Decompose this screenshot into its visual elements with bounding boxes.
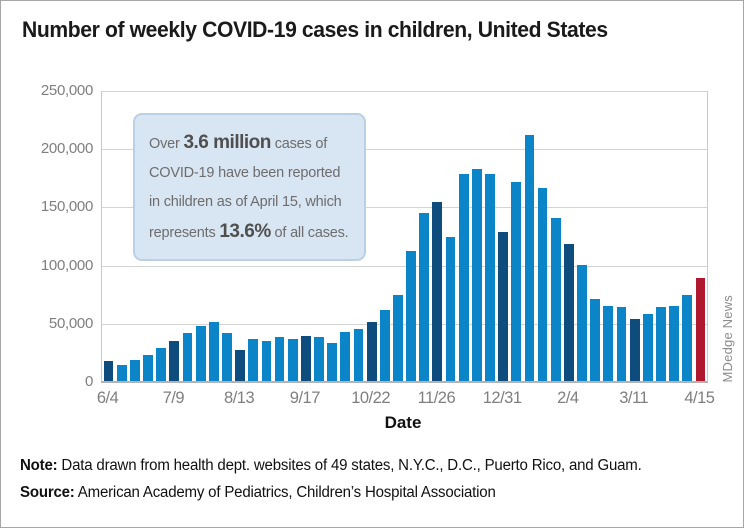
gridline-250000 xyxy=(102,91,707,92)
x-axis-tick-label: 7/9 xyxy=(162,389,185,407)
callout-box: Over 3.6 million cases of COVID-19 have … xyxy=(133,113,366,261)
chart-bar-15 xyxy=(287,338,298,381)
note-text: Note: Data drawn from health dept. websi… xyxy=(20,457,642,474)
x-axis-tick-label: 2/4 xyxy=(557,389,579,407)
chart-bar-37 xyxy=(577,265,587,381)
chart-bar-33 xyxy=(524,134,535,381)
chart-bar-40 xyxy=(616,306,627,381)
chart-bar-41 xyxy=(629,318,640,381)
chart-bar-13 xyxy=(261,341,272,381)
callout-line: Over 3.6 million cases of xyxy=(149,132,328,153)
source-text: Source: American Academy of Pediatrics, … xyxy=(20,484,496,501)
chart-bar-7 xyxy=(182,332,193,381)
gridline-200000 xyxy=(102,149,707,151)
chart-bar-14 xyxy=(274,336,285,381)
chart-bar-1 xyxy=(103,360,114,381)
chart-bar-29 xyxy=(471,169,482,381)
chart-bar-6 xyxy=(169,340,180,381)
chart-bar-10 xyxy=(222,332,232,381)
callout-line: represents 13.6% of all cases. xyxy=(149,221,349,242)
x-axis-tick-label: 9/17 xyxy=(289,389,321,407)
x-axis-tick-label: 6/4 xyxy=(96,389,119,407)
chart-bar-18 xyxy=(327,342,338,381)
chart-bar-38 xyxy=(590,298,601,381)
chart-bar-39 xyxy=(603,305,614,381)
chart-bar-35 xyxy=(550,218,561,381)
callout-total-cases: 3.6 million xyxy=(183,132,271,153)
callout-line: in children as of April 15, which xyxy=(149,194,342,210)
chart-bar-8 xyxy=(195,326,206,381)
chart-bar-42 xyxy=(642,314,653,381)
chart-bar-31 xyxy=(498,232,509,381)
chart-bar-19 xyxy=(340,332,351,381)
x-axis-title: Date xyxy=(384,413,422,432)
chart-bar-3 xyxy=(129,360,140,381)
chart-bar-45 xyxy=(682,295,693,381)
gridline-100000 xyxy=(102,265,707,267)
chart-title: Number of weekly COVID-19 cases in child… xyxy=(22,17,608,42)
callout-percent: 13.6% xyxy=(219,221,271,242)
callout-line: COVID-19 have been reported xyxy=(149,165,341,181)
chart-bar-46 xyxy=(695,278,706,381)
chart-bar-23 xyxy=(393,295,403,381)
chart-bar-16 xyxy=(300,335,311,381)
chart-bar-12 xyxy=(248,338,259,381)
chart-bar-44 xyxy=(669,305,680,381)
chart-bar-4 xyxy=(143,354,153,381)
chart-bar-28 xyxy=(458,173,469,381)
gridline-150000 xyxy=(102,207,707,209)
chart-bar-11 xyxy=(235,350,245,381)
chart-bar-43 xyxy=(656,306,666,381)
y-axis-tick-label: 200,000 xyxy=(40,140,93,158)
chart-bar-26 xyxy=(432,201,443,381)
chart-bar-34 xyxy=(537,188,548,381)
chart-bar-30 xyxy=(485,173,495,381)
chart-bar-27 xyxy=(445,236,456,381)
x-axis-tick-label: 12/31 xyxy=(482,389,522,407)
chart-bar-21 xyxy=(366,322,377,381)
y-axis-tick-label: 0 xyxy=(84,373,93,390)
chart-bar-36 xyxy=(564,244,574,381)
x-axis-tick-label: 10/22 xyxy=(351,389,390,407)
y-axis-tick-label: 50,000 xyxy=(48,314,93,332)
plot-area: Over 3.6 million cases of COVID-19 have … xyxy=(101,91,708,383)
x-axis-tick-label: 3/11 xyxy=(619,389,649,407)
chart-bar-2 xyxy=(116,364,127,381)
y-axis-tick-label: 150,000 xyxy=(40,198,93,216)
y-axis-tick-label: 250,000 xyxy=(40,82,93,99)
chart-bar-20 xyxy=(353,328,364,381)
chart-bar-25 xyxy=(419,213,430,381)
chart-bar-32 xyxy=(511,181,522,381)
x-axis-tick-label: 11/26 xyxy=(417,389,456,407)
chart-bar-9 xyxy=(208,321,219,381)
mdedge-news-watermark: MDedge News xyxy=(720,294,735,382)
gridline-50000 xyxy=(102,323,707,325)
chart-bar-24 xyxy=(406,250,416,381)
chart-bar-5 xyxy=(156,348,167,381)
chart-bar-22 xyxy=(379,310,390,381)
x-axis-line xyxy=(101,381,708,383)
x-axis-tick-label: 4/15 xyxy=(684,389,715,407)
x-axis-tick-label: 8/13 xyxy=(224,389,255,407)
chart-bar-17 xyxy=(314,337,324,381)
y-axis-tick-label: 100,000 xyxy=(40,256,93,274)
